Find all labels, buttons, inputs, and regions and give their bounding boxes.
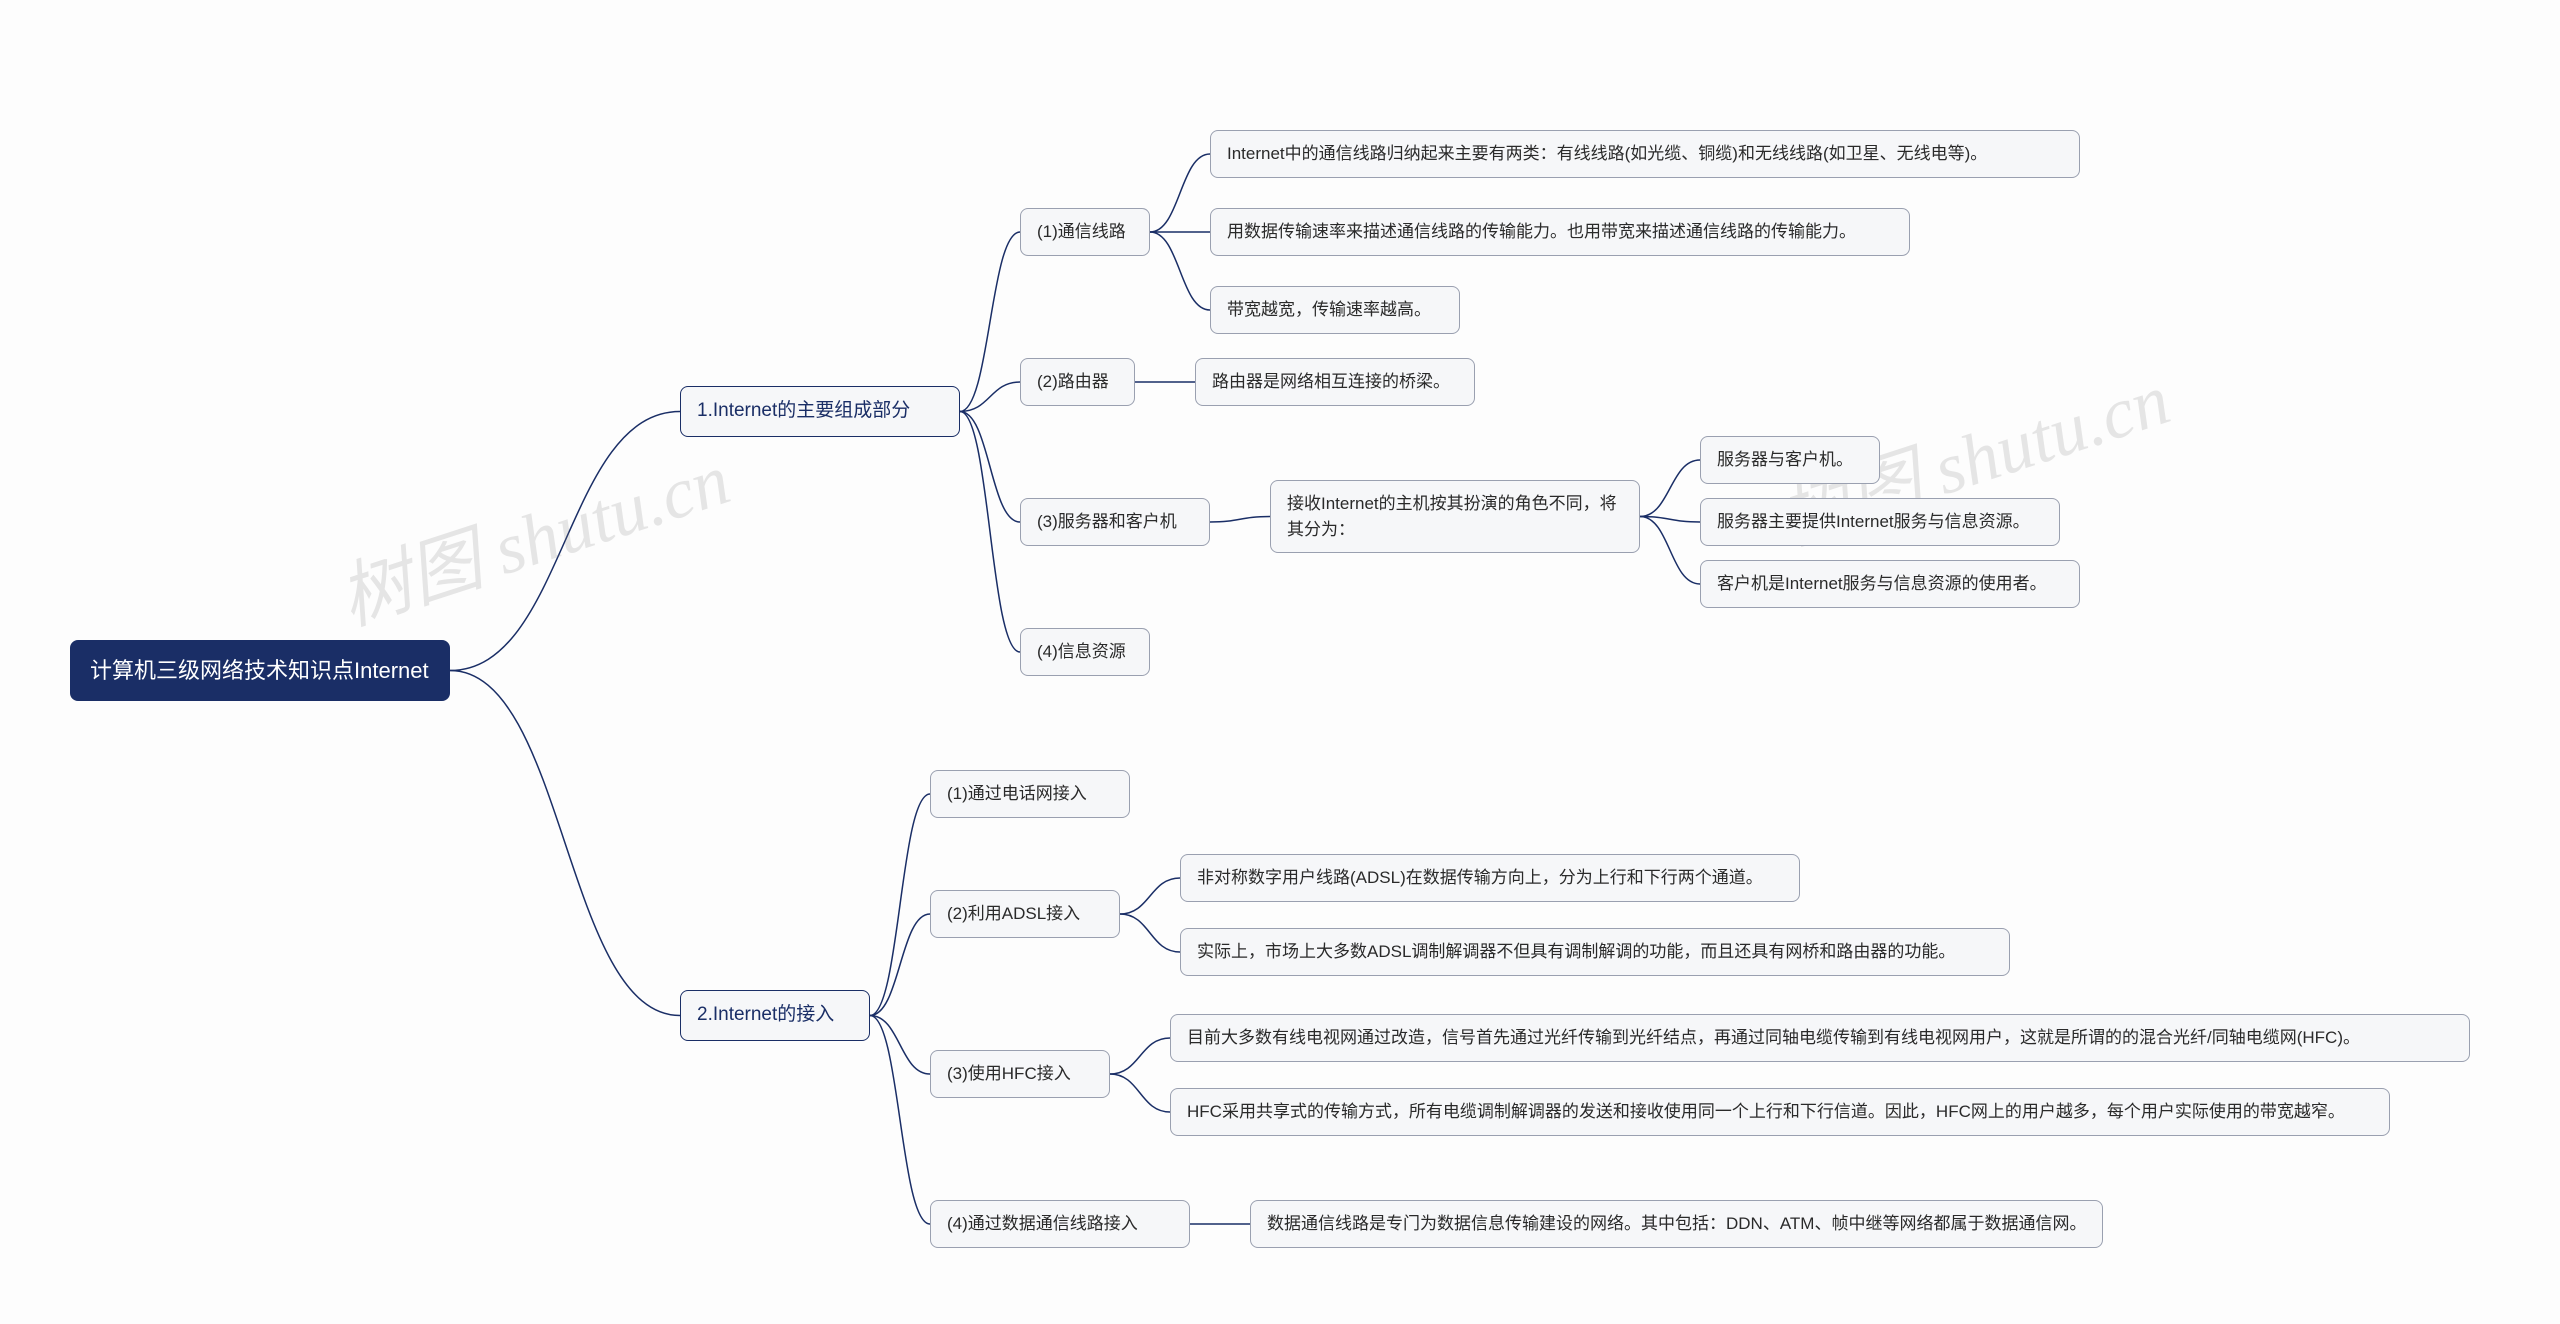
watermark: 树图 shutu.cn (324, 420, 741, 645)
leaf-node[interactable]: 服务器主要提供Internet服务与信息资源。 (1700, 498, 2060, 546)
root-node[interactable]: 计算机三级网络技术知识点Internet (70, 640, 450, 701)
leaf-node[interactable]: 非对称数字用户线路(ADSL)在数据传输方向上，分为上行和下行两个通道。 (1180, 854, 1800, 902)
branch-node[interactable]: (1)通过电话网接入 (930, 770, 1130, 818)
branch-node[interactable]: (2)利用ADSL接入 (930, 890, 1120, 938)
leaf-node[interactable]: 实际上，市场上大多数ADSL调制解调器不但具有调制解调的功能，而且还具有网桥和路… (1180, 928, 2010, 976)
branch-node[interactable]: (4)信息资源 (1020, 628, 1150, 676)
leaf-node[interactable]: Internet中的通信线路归纳起来主要有两类：有线线路(如光缆、铜缆)和无线线… (1210, 130, 2080, 178)
branch-node[interactable]: 2.Internet的接入 (680, 990, 870, 1041)
branch-node[interactable]: (3)服务器和客户机 (1020, 498, 1210, 546)
leaf-node[interactable]: 接收Internet的主机按其扮演的角色不同，将其分为： (1270, 480, 1640, 553)
leaf-node[interactable]: HFC采用共享式的传输方式，所有电缆调制解调器的发送和接收使用同一个上行和下行信… (1170, 1088, 2390, 1136)
branch-node[interactable]: (3)使用HFC接入 (930, 1050, 1110, 1098)
leaf-node[interactable]: 带宽越宽，传输速率越高。 (1210, 286, 1460, 334)
branch-node[interactable]: (1)通信线路 (1020, 208, 1150, 256)
leaf-node[interactable]: 数据通信线路是专门为数据信息传输建设的网络。其中包括：DDN、ATM、帧中继等网… (1250, 1200, 2103, 1248)
branch-node[interactable]: (4)通过数据通信线路接入 (930, 1200, 1190, 1248)
leaf-node[interactable]: 服务器与客户机。 (1700, 436, 1880, 484)
mindmap-canvas: 树图 shutu.cn 树图 shutu.cn 计算机三级网络技术知识点Inte… (0, 0, 2560, 1324)
leaf-node[interactable]: 客户机是Internet服务与信息资源的使用者。 (1700, 560, 2080, 608)
leaf-node[interactable]: 目前大多数有线电视网通过改造，信号首先通过光纤传输到光纤结点，再通过同轴电缆传输… (1170, 1014, 2470, 1062)
branch-node[interactable]: 1.Internet的主要组成部分 (680, 386, 960, 437)
branch-node[interactable]: (2)路由器 (1020, 358, 1135, 406)
leaf-node[interactable]: 用数据传输速率来描述通信线路的传输能力。也用带宽来描述通信线路的传输能力。 (1210, 208, 1910, 256)
leaf-node[interactable]: 路由器是网络相互连接的桥梁。 (1195, 358, 1475, 406)
